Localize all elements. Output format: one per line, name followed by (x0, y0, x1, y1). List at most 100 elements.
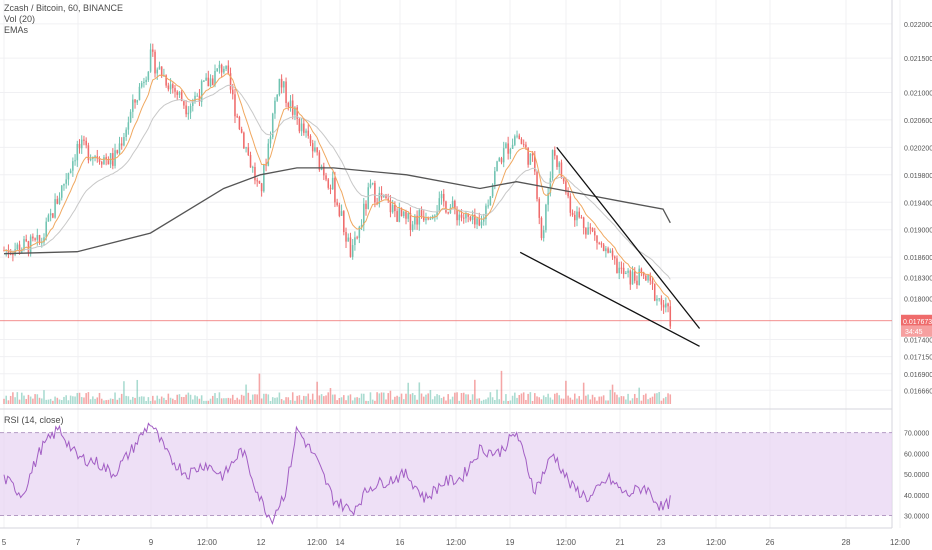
time-tick-label: 26 (766, 538, 775, 547)
volume-bar (471, 394, 474, 404)
volume-bar (265, 393, 267, 404)
candle (429, 218, 432, 220)
candle (631, 271, 634, 285)
volume-bar (358, 397, 361, 404)
volume-bar (431, 399, 434, 404)
volume-bar (396, 395, 398, 404)
volume-bar (323, 396, 325, 404)
volume-bar (574, 393, 576, 404)
candle (260, 183, 263, 192)
volume-bar (456, 392, 458, 404)
candle (305, 130, 307, 133)
candle (445, 201, 447, 213)
candle (549, 178, 552, 194)
candle (520, 138, 523, 145)
volume-bar (309, 399, 312, 404)
candle (618, 267, 620, 274)
volume-bar (143, 396, 145, 404)
volume-bar (387, 393, 389, 404)
volume-bar (100, 398, 103, 404)
volume-bar (314, 399, 316, 404)
emas-label[interactable]: EMAs (4, 25, 29, 35)
volume-bar (489, 392, 492, 404)
volume-bar (236, 397, 238, 404)
candle (405, 211, 407, 219)
candle (636, 280, 638, 286)
volume-bar (203, 400, 205, 404)
candle (545, 204, 547, 231)
volume-bar (460, 393, 463, 404)
volume-bar (169, 397, 172, 404)
volume-bar (622, 396, 625, 404)
volume-bar (192, 399, 194, 404)
volume-bar (67, 400, 70, 404)
vol-label[interactable]: Vol (20) (4, 14, 36, 24)
candle (571, 212, 574, 215)
candle (183, 101, 185, 106)
candle (178, 91, 181, 95)
volume-bar (172, 398, 174, 404)
candle (123, 136, 125, 146)
volume-bar (602, 395, 605, 404)
price-tag-bg (901, 314, 932, 326)
volume-bar (58, 399, 61, 404)
candle (496, 161, 498, 172)
candle (211, 78, 214, 86)
volume-bar (258, 373, 261, 404)
volume-bar (245, 384, 247, 404)
candle (249, 155, 252, 168)
volume-bar (176, 394, 179, 404)
volume-bar (49, 398, 52, 404)
candle (307, 130, 310, 136)
volume-bar (560, 398, 563, 404)
candle (411, 224, 414, 230)
volume-bar (585, 395, 587, 404)
volume-bar (636, 397, 638, 404)
volume-bar (420, 393, 423, 404)
candle (656, 298, 658, 301)
candle (556, 155, 558, 167)
volume-bar (211, 395, 214, 404)
volume-bar (500, 370, 503, 404)
volume-bar (303, 395, 305, 404)
candle (311, 143, 314, 152)
volume-bar (511, 395, 514, 404)
volume-bar (105, 400, 107, 404)
candle (478, 218, 481, 226)
volume-bar (378, 393, 381, 404)
volume-bar (76, 393, 79, 404)
candle (176, 91, 179, 95)
volume-bar (69, 395, 72, 404)
volume-bar (38, 397, 41, 404)
candle (32, 236, 34, 239)
candle (134, 99, 136, 103)
candle (25, 239, 27, 242)
volume-bar (605, 400, 607, 404)
candle (336, 202, 338, 206)
volume-bar (112, 398, 114, 404)
volume-bar (669, 394, 672, 404)
candle (263, 164, 265, 192)
volume-bar (569, 397, 572, 404)
candle (578, 211, 580, 218)
time-tick-label: 16 (396, 538, 405, 547)
price-tick-label: 0.021500 (904, 56, 932, 63)
volume-bar (514, 392, 516, 404)
volume-bar (307, 393, 310, 404)
rsi-label[interactable]: RSI (14, close) (4, 415, 64, 425)
volume-bar (56, 397, 59, 404)
volume-bar (5, 395, 7, 404)
countdown-value: 34:45 (905, 329, 923, 336)
candle (49, 213, 52, 216)
candle (627, 270, 629, 273)
symbol-label[interactable]: Zcash / Bitcoin, 60, BINANCE (4, 3, 124, 13)
candle (422, 216, 425, 221)
candle (165, 75, 167, 86)
candle (20, 249, 23, 253)
candle (89, 159, 92, 161)
last-price-tag[interactable]: 0.017673 34:45 (901, 314, 932, 337)
volume-bar (89, 399, 92, 404)
volume-bar (147, 397, 150, 404)
candle (247, 147, 250, 156)
